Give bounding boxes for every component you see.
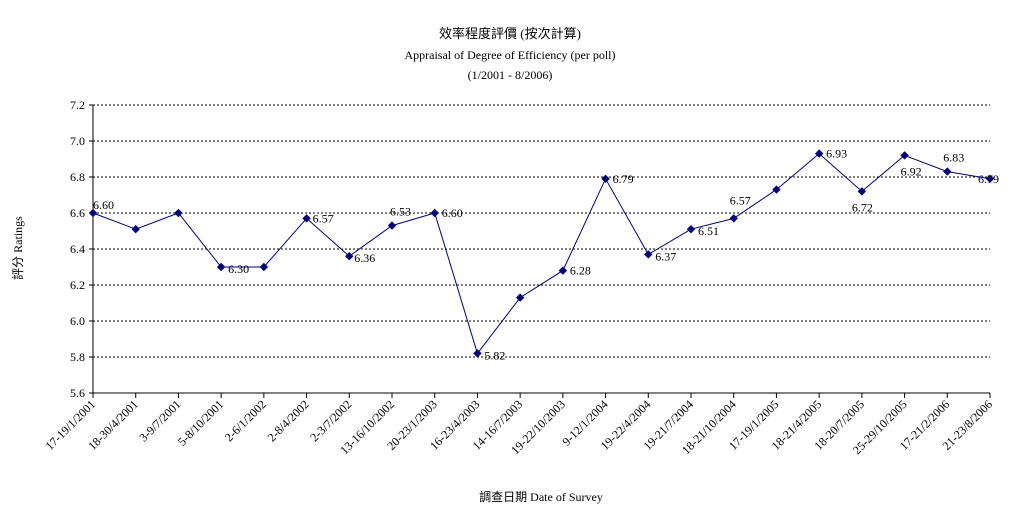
data-label: 6.92 (901, 164, 922, 178)
x-tick-label: 2-6/1/2002 (222, 397, 269, 444)
gridlines (93, 104, 990, 358)
chart-subtitle-range: (1/2001 - 8/2006) (468, 68, 553, 82)
data-label: 6.83 (943, 151, 964, 165)
y-tick-label: 6.6 (70, 206, 85, 220)
data-label: 6.57 (730, 193, 751, 207)
x-tick-label: 5-8/10/2001 (175, 397, 226, 448)
data-point (259, 262, 269, 272)
data-label: 6.79 (978, 172, 999, 186)
data-label: 6.60 (442, 206, 463, 220)
data-point (857, 187, 867, 196)
y-tick-labels: 5.6 5.8 6.0 6.2 6.4 6.6 6.8 7.0 7.2 (70, 98, 85, 400)
y-axis-label: 評分 Ratings (10, 216, 25, 280)
series-line (92, 152, 991, 355)
data-point (558, 266, 568, 275)
data-point (430, 208, 439, 218)
y-tick-label: 6.4 (70, 242, 85, 256)
data-label: 6.93 (826, 147, 847, 161)
data-point (985, 174, 995, 184)
y-tick-label: 6.2 (70, 278, 85, 292)
data-point (772, 185, 781, 194)
data-label: 6.60 (93, 198, 114, 212)
y-tick-label: 5.6 (70, 386, 85, 400)
y-tick-label: 7.0 (70, 134, 85, 148)
data-point (473, 349, 482, 358)
data-point (644, 250, 653, 259)
series (88, 149, 995, 358)
data-label: 6.72 (852, 200, 873, 214)
chart-subtitle: Appraisal of Degree of Efficiency (per p… (404, 48, 615, 62)
data-point (131, 224, 140, 234)
data-label: 5.82 (484, 348, 505, 362)
chart-title: 效率程度評價 (按次計算) (439, 26, 581, 41)
y-tick-label: 6.0 (70, 314, 85, 328)
y-tick-label: 5.8 (70, 350, 85, 364)
data-point (515, 293, 525, 302)
axes (89, 104, 991, 398)
data-point (174, 208, 183, 218)
data-label: 6.30 (228, 262, 249, 276)
data-point (601, 174, 610, 184)
data-label: 6.28 (570, 264, 591, 278)
x-axis-label: 調查日期 Date of Survey (479, 490, 603, 504)
data-point (729, 214, 738, 223)
data-point (345, 251, 354, 261)
data-label: 6.51 (698, 224, 719, 238)
data-point (216, 262, 226, 272)
data-label: 6.37 (655, 249, 676, 263)
data-point (686, 224, 696, 234)
data-label: 6.36 (354, 251, 375, 265)
y-tick-label: 6.8 (70, 170, 85, 184)
data-point (302, 214, 311, 223)
data-labels: 6.60 6.30 6.57 6.36 6.53 6.60 5.82 6.28 6.79 6.37… (93, 147, 999, 363)
data-label: 6.57 (313, 211, 334, 225)
data-point (900, 151, 909, 160)
data-point (387, 221, 397, 230)
y-tick-label: 7.2 (70, 98, 85, 112)
x-tick-labels: 17-19/1/200118-30/4/20013-9/7/20015-8/10… (42, 397, 995, 457)
data-point (943, 167, 952, 176)
x-tick-label: 2-8/4/2002 (265, 397, 312, 444)
data-label: 6.53 (390, 205, 411, 219)
data-point (814, 149, 824, 158)
data-point (88, 208, 98, 218)
data-label: 6.79 (613, 172, 634, 186)
